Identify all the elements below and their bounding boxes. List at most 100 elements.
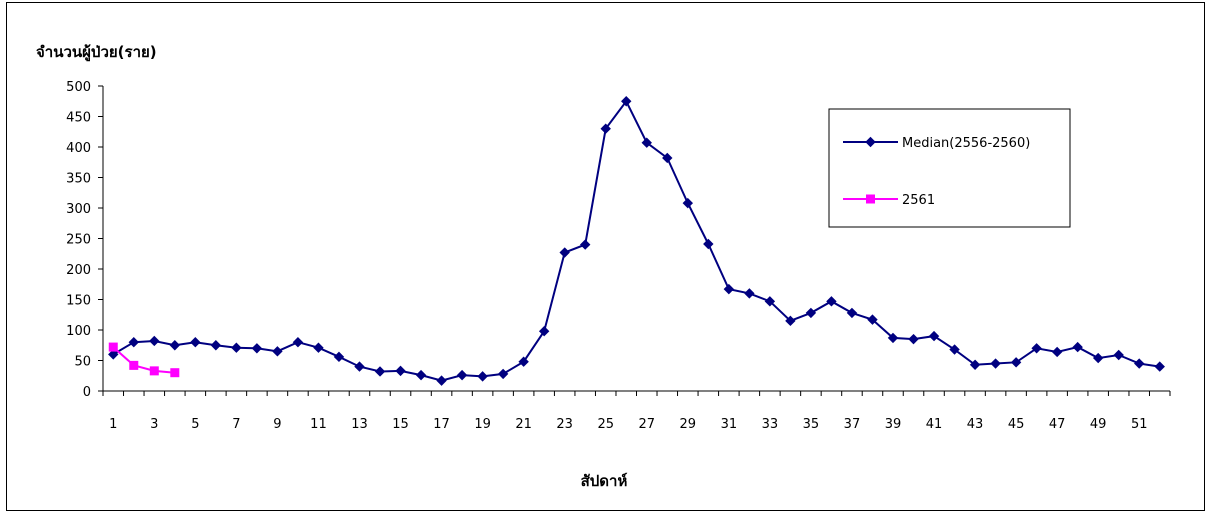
data-point — [703, 238, 714, 250]
data-point — [928, 330, 940, 342]
data-point — [374, 366, 386, 377]
data-point — [887, 332, 899, 344]
legend-marker — [865, 136, 876, 148]
x-tick-label: 17 — [433, 417, 450, 432]
y-tick-label: 400 — [66, 141, 91, 156]
x-tick-label: 7 — [232, 417, 240, 432]
data-point — [600, 123, 611, 134]
data-point — [456, 369, 468, 381]
data-point — [149, 335, 160, 347]
data-point — [272, 346, 283, 357]
data-point — [170, 368, 180, 378]
x-axis-title: สัปดาห์ — [581, 472, 628, 490]
x-tick-label: 27 — [638, 417, 655, 432]
data-point — [128, 336, 139, 348]
legend-entry: 2561 — [843, 193, 935, 208]
data-point — [313, 342, 324, 353]
x-tick-label: 41 — [926, 417, 943, 432]
data-point — [190, 336, 201, 348]
data-point — [723, 283, 735, 295]
data-point — [292, 336, 304, 348]
x-tick-label: 29 — [680, 417, 697, 432]
data-point — [436, 375, 447, 386]
data-point — [621, 96, 632, 107]
series-line — [112, 346, 175, 374]
data-point — [129, 360, 139, 370]
series-layer — [108, 96, 1165, 386]
x-tick-label: 23 — [556, 417, 573, 432]
y-tick-label: 200 — [66, 263, 91, 278]
y-axis-title: จำนวนผู้ป่วย(ราย) — [36, 43, 157, 62]
data-point — [149, 366, 159, 376]
y-tick-label: 450 — [66, 111, 91, 126]
data-point — [990, 358, 1001, 369]
x-tick-label: 1 — [109, 417, 117, 432]
x-tick-label: 9 — [273, 417, 281, 432]
y-tick-label: 50 — [74, 355, 91, 370]
data-point — [1092, 352, 1104, 364]
y-tick-label: 0 — [83, 385, 91, 400]
x-tick-label: 5 — [191, 417, 199, 432]
data-point — [826, 296, 837, 307]
x-tick-label: 47 — [1049, 417, 1066, 432]
series-median — [108, 96, 1165, 386]
legend-label: 2561 — [902, 193, 935, 208]
y-tick-label: 350 — [66, 172, 91, 187]
data-point — [1072, 341, 1083, 353]
x-tick-label: 33 — [762, 417, 779, 432]
legend: Median(2556-2560) 2561 — [828, 108, 1071, 228]
x-tick-label: 13 — [351, 417, 368, 432]
data-point — [333, 351, 345, 363]
x-tick-label: 45 — [1008, 417, 1025, 432]
y-tick-label: 300 — [66, 202, 91, 217]
x-tick-label: 31 — [721, 417, 738, 432]
data-point — [867, 314, 878, 325]
data-point — [354, 361, 365, 372]
series-line — [112, 99, 1160, 382]
x-tick-label: 37 — [844, 417, 861, 432]
y-tick-label: 500 — [66, 80, 91, 95]
x-axis-ticks: 1 3 5 7 9 11 13 15 17 19 21 23 25 27 29 31 33 35 37 39 41 43 4… — [102, 391, 1171, 432]
data-point — [1113, 349, 1124, 361]
legend-items: Median(2556-2560) 2561 — [843, 136, 1030, 208]
x-tick-label: 21 — [515, 417, 532, 432]
data-point — [477, 371, 488, 382]
data-point — [415, 369, 427, 381]
x-tick-label: 51 — [1131, 417, 1148, 432]
legend-box — [828, 108, 1071, 228]
data-point — [210, 340, 222, 351]
x-tick-label: 49 — [1090, 417, 1107, 432]
data-point — [764, 296, 776, 307]
data-point — [251, 343, 263, 354]
data-point — [1134, 358, 1145, 369]
chart-frame — [6, 2, 1205, 511]
data-point — [682, 197, 694, 209]
legend-label: Median(2556-2560) — [902, 136, 1030, 151]
x-tick-label: 19 — [474, 417, 491, 432]
data-point — [538, 326, 550, 337]
data-point — [559, 247, 570, 258]
x-tick-label: 3 — [150, 417, 158, 432]
data-point — [969, 359, 981, 370]
x-tick-label: 25 — [597, 417, 614, 432]
data-point — [169, 340, 181, 351]
y-axis-ticks: 0 50 100 150 200 250 300 350 400 450 500 — [66, 80, 103, 400]
data-point — [1031, 343, 1042, 354]
data-point — [641, 137, 652, 148]
data-point — [108, 349, 119, 360]
data-point — [785, 315, 796, 327]
x-tick-label: 43 — [967, 417, 984, 432]
data-point — [231, 342, 242, 353]
data-point — [108, 342, 118, 352]
data-point — [662, 152, 673, 164]
y-tick-label: 100 — [66, 324, 91, 339]
data-point — [1154, 361, 1165, 372]
data-point — [744, 288, 755, 299]
data-point — [518, 356, 529, 367]
y-tick-label: 150 — [66, 294, 91, 309]
x-tick-label: 15 — [392, 417, 409, 432]
data-point — [497, 368, 509, 380]
data-point — [1051, 346, 1063, 358]
data-point — [949, 344, 960, 355]
